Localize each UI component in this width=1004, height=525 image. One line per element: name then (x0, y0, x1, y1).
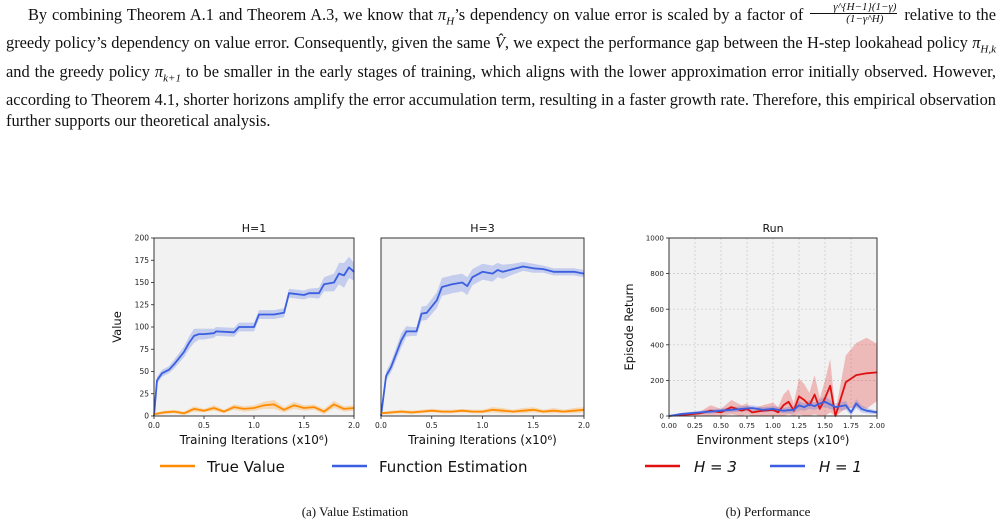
series-line-1 (380, 408, 585, 415)
y-tick-label: 25 (139, 389, 149, 398)
math-pi-k1: πk+1 (154, 61, 181, 84)
chart-panel-3: 0.00 0.25 0.50 0.75 1.00 1.25 1.50 1.75 2.00 0 200… (622, 222, 885, 447)
x-axis-label: Training Iterations (x10⁶) (407, 433, 557, 447)
x-tick-label: 2.0 (348, 421, 360, 430)
paragraph-text: and the greedy policy (6, 61, 155, 81)
math-pi-hk: πH,k (972, 33, 996, 56)
y-tick-label: 600 (650, 305, 664, 314)
x-tick-label: 1.50 (817, 421, 833, 430)
math-vhat: V̂ (494, 33, 505, 53)
series-line-0 (380, 265, 585, 417)
caption-b: (b) Performance (726, 504, 811, 519)
paragraph-text: ’s dependency on value error is scaled b… (454, 5, 809, 24)
y-tick-label: 0 (659, 412, 664, 421)
x-tick-label: 0.5 (198, 421, 210, 430)
y-tick-label: 400 (650, 340, 664, 349)
plot-area (381, 238, 584, 416)
legend-b: H = 3 H = 1 (645, 458, 862, 476)
x-tick-label: 2.0 (578, 421, 590, 430)
math-pi-h: πH (438, 5, 455, 28)
x-tick-label: 0.00 (661, 421, 677, 430)
y-tick-label: 175 (135, 256, 150, 265)
series-line-0 (153, 266, 355, 417)
y-axis-label: Episode Return (622, 284, 636, 371)
x-tick-label: 0.5 (426, 421, 438, 430)
legend-label-h3: H = 3 (694, 458, 737, 476)
paragraph-text: to be smaller in the early stages of tra… (6, 61, 996, 130)
x-tick-label: 1.0 (477, 421, 489, 430)
y-tick-label: 0 (144, 412, 149, 421)
caption-a: (a) Value Estimation (302, 504, 409, 519)
body-paragraph: By combining Theorem A.1 and Theorem A.3… (6, 1, 996, 131)
y-tick-label: 75 (139, 345, 149, 354)
x-tick-label: 2.00 (869, 421, 885, 430)
x-tick-label: 0.50 (713, 421, 729, 430)
x-axis-label: Environment steps (x10⁶) (696, 433, 849, 447)
chart-panel-2: 0.0 0.5 1.0 1.5 2.0 H=3 Training Iterations (x… (375, 222, 590, 447)
y-tick-label: 100 (135, 323, 150, 332)
y-tick-label: 200 (650, 376, 664, 385)
series-band-0 (154, 256, 354, 416)
chart-panel-1: 0.0 0.5 1.0 1.5 2.0 0 25 50 75 100 125 150 175 200 H=1… (110, 222, 360, 447)
x-tick-label: 1.5 (298, 421, 310, 430)
y-tick-label: 200 (135, 234, 150, 243)
x-tick-label: 1.0 (248, 421, 260, 430)
series-band-0 (381, 262, 584, 416)
x-tick-label: 1.00 (765, 421, 781, 430)
x-tick-label: 0.25 (687, 421, 703, 430)
y-tick-label: 50 (139, 367, 149, 376)
paragraph-text: By combining Theorem A.1 and Theorem A.3… (28, 5, 439, 24)
paragraph-text: relative to the greedy policy’s dependen… (6, 5, 996, 53)
legend-label-h1: H = 1 (819, 458, 862, 476)
y-tick-label: 125 (135, 300, 150, 309)
series-band-1 (381, 407, 584, 415)
x-tick-label: 1.25 (791, 421, 807, 430)
legend-a: True Value Function Estimation (160, 458, 527, 476)
x-tick-label: 0.75 (739, 421, 755, 430)
y-tick-label: 1000 (646, 234, 665, 243)
chart-title: Run (762, 222, 783, 235)
legend-label-function-estimation: Function Estimation (379, 458, 527, 476)
chart-title: H=3 (470, 222, 495, 235)
series-line-1 (153, 403, 355, 416)
y-axis-label: Value (110, 311, 124, 343)
legend-label-true-value: True Value (206, 458, 285, 476)
chart-title: H=1 (242, 222, 267, 235)
x-tick-label: 0.0 (148, 421, 160, 430)
x-tick-label: 0.0 (375, 421, 387, 430)
series-line-1 (668, 400, 878, 417)
x-tick-label: 1.5 (527, 421, 539, 430)
math-fraction: γ^{H−1}(1−γ) (1−γ^H) (810, 1, 898, 25)
x-axis-label: Training Iterations (x10⁶) (179, 433, 329, 447)
y-tick-label: 800 (650, 269, 664, 278)
x-tick-label: 1.75 (843, 421, 859, 430)
paragraph-text: , we expect the performance gap between … (504, 33, 973, 53)
y-tick-label: 150 (135, 278, 150, 287)
